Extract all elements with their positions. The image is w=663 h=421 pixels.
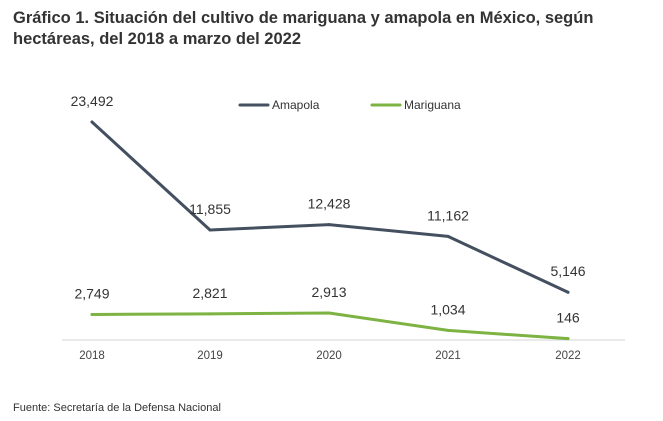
data-label: 2,749 <box>74 285 109 301</box>
data-point <box>327 223 331 227</box>
data-label: 11,855 <box>189 201 231 217</box>
chart-title: Gráfico 1. Situación del cultivo de mari… <box>13 9 594 48</box>
data-label: 146 <box>556 310 580 326</box>
data-point <box>446 328 450 332</box>
data-label: 2,821 <box>192 285 227 301</box>
data-point <box>90 312 94 316</box>
data-label: 23,492 <box>71 93 114 109</box>
data-point <box>208 312 212 316</box>
data-label: 11,162 <box>427 207 469 223</box>
data-point <box>566 290 570 294</box>
x-tick-label: 2020 <box>316 350 342 362</box>
data-label: 1,034 <box>430 301 465 317</box>
data-label: 5,146 <box>550 263 585 279</box>
series-line-mariguana <box>90 311 570 341</box>
legend-label: Mariguana <box>404 98 461 112</box>
legend-item-amapola: Amapola <box>238 98 320 112</box>
data-point <box>327 311 331 315</box>
x-tick-label: 2019 <box>197 350 223 362</box>
x-tick-labels: 2018 2019 2020 2021 2022 <box>79 350 581 362</box>
data-label: 12,428 <box>308 196 351 212</box>
x-tick-label: 2022 <box>555 350 581 362</box>
legend-label: Amapola <box>272 98 320 112</box>
source-note: Fuente: Secretaría de la Defensa Naciona… <box>13 402 221 414</box>
data-point <box>90 120 94 124</box>
legend-item-mariguana: Mariguana <box>370 98 461 112</box>
data-label: 2,913 <box>311 284 346 300</box>
series-mariguana: 2,749 2,821 2,913 1,034 146 <box>74 284 580 341</box>
series-amapola: 23,492 11,855 12,428 11,162 5,146 <box>71 93 586 294</box>
legend: Amapola Mariguana <box>238 98 461 112</box>
data-point <box>566 337 570 341</box>
data-point <box>208 228 212 232</box>
x-tick-label: 2021 <box>435 350 461 362</box>
x-tick-label: 2018 <box>79 350 105 362</box>
data-point <box>446 234 450 238</box>
